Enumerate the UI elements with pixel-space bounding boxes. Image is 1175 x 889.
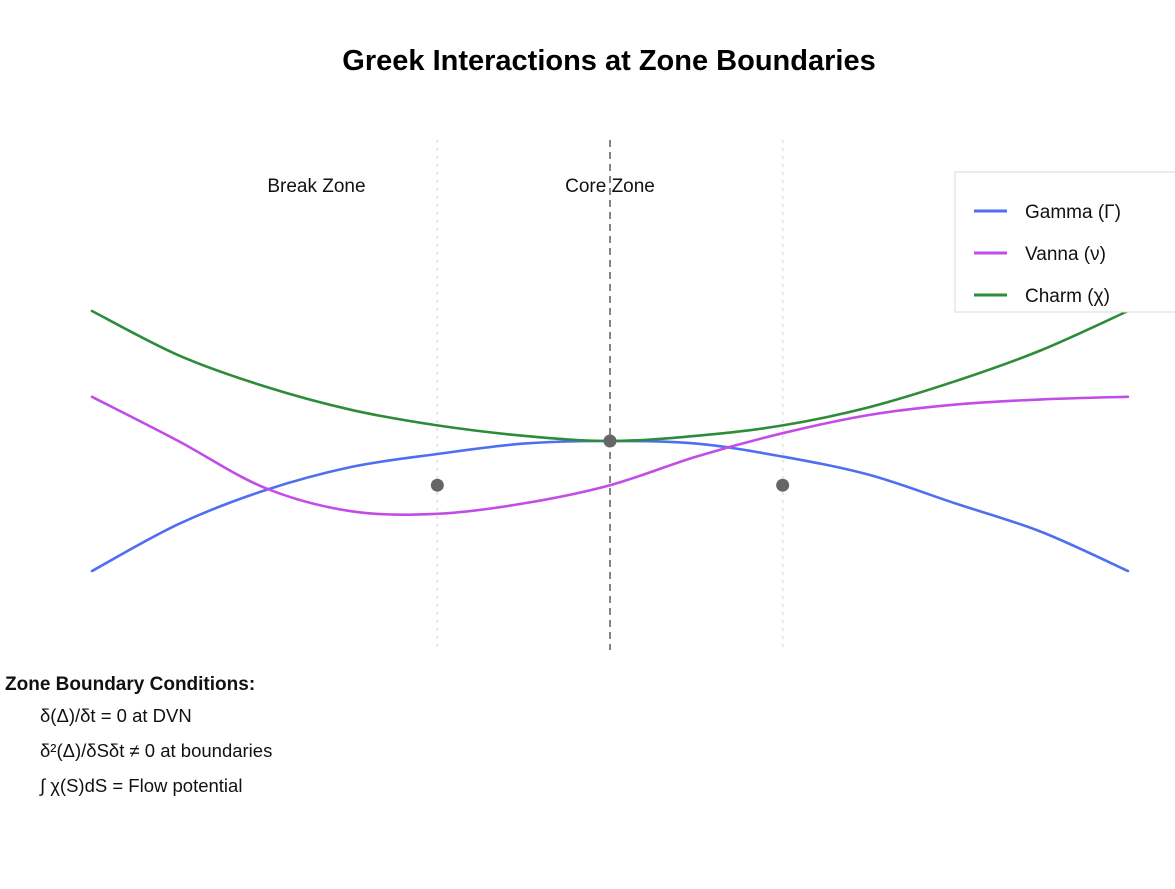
legend-label-vanna: Vanna (ν) <box>1025 244 1106 265</box>
zone-label-2: Core Zone <box>565 176 655 197</box>
zone-label-1: Break Zone <box>267 176 365 197</box>
zone-boundary-conditions: Zone Boundary Conditions: δ(Δ)/δt = 0 at… <box>5 674 272 810</box>
boundary-marker-3 <box>776 478 790 492</box>
condition-line-2: δ²(Δ)/δSδt ≠ 0 at boundaries <box>40 740 273 761</box>
boundary-marker-1 <box>430 478 444 492</box>
legend-frame <box>954 171 1175 313</box>
boundary-markers <box>430 434 790 492</box>
legend-label-gamma: Gamma (Γ) <box>1025 202 1121 223</box>
zone-labels: Break Zone Core Zone <box>267 176 655 197</box>
chart-title: Greek Interactions at Zone Boundaries <box>342 45 875 77</box>
condition-line-3: ∫ χ(S)dS = Flow potential <box>40 775 243 796</box>
zone-boundaries <box>436 140 784 650</box>
boundary-marker-2 <box>603 434 617 448</box>
condition-line-1: δ(Δ)/δt = 0 at DVN <box>40 705 192 726</box>
legend: Gamma (Γ) Vanna (ν) Charm (χ) <box>954 171 1175 313</box>
conditions-heading: Zone Boundary Conditions: <box>5 674 256 695</box>
series-line-vanna <box>90 395 1130 516</box>
legend-label-charm: Charm (χ) <box>1025 286 1110 307</box>
